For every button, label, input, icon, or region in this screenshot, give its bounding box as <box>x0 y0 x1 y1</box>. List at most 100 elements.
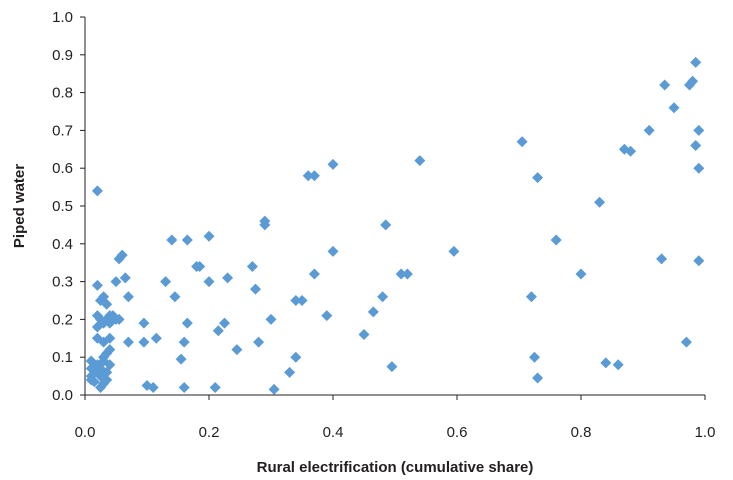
y-tick-label: 0.9 <box>52 47 73 64</box>
data-point <box>194 260 206 272</box>
data-point <box>414 155 426 167</box>
data-point <box>290 351 302 363</box>
data-point <box>327 158 339 170</box>
data-point <box>138 317 150 329</box>
y-tick-label: 0.7 <box>52 122 73 139</box>
data-point <box>104 344 116 356</box>
data-point <box>659 79 671 91</box>
y-tick-label: 0.4 <box>52 236 73 253</box>
data-point <box>656 253 668 265</box>
data-point <box>296 295 308 306</box>
data-point <box>116 249 128 261</box>
y-tick-label: 0.3 <box>52 274 73 291</box>
data-point <box>212 325 224 337</box>
data-point <box>680 336 692 348</box>
data-point <box>448 245 460 257</box>
data-point <box>575 268 587 280</box>
y-tick-label: 0.2 <box>52 311 73 328</box>
data-point <box>327 245 339 257</box>
data-point <box>91 321 103 333</box>
data-point <box>358 329 370 341</box>
y-tick-label: 1.0 <box>52 9 73 26</box>
data-point <box>91 185 103 197</box>
x-axis-title: Rural electrification (cumulative share) <box>257 459 534 476</box>
data-point <box>284 366 296 378</box>
data-point <box>259 219 271 231</box>
y-tick-label: 0.8 <box>52 85 73 102</box>
data-point <box>178 336 190 348</box>
data-point <box>219 317 230 329</box>
x-tick-label: 0.6 <box>447 424 468 441</box>
y-tick-label: 0.5 <box>52 198 73 215</box>
data-point <box>532 172 544 184</box>
data-point <box>110 276 122 288</box>
y-axis-ticks: 0.0 0.1 0.2 0.3 0.4 0.5 0.6 0.7 0.8 0.9 1.0 <box>52 9 85 404</box>
data-point <box>302 170 314 182</box>
data-point <box>178 381 190 393</box>
data-point <box>693 162 705 174</box>
data-point <box>380 219 392 231</box>
y-tick-label: 0.6 <box>52 160 73 177</box>
y-tick-label: 0.1 <box>52 349 73 366</box>
data-point <box>138 336 150 348</box>
data-point <box>268 383 280 395</box>
data-point <box>169 291 181 303</box>
data-point <box>250 283 261 295</box>
data-point <box>147 381 159 393</box>
data-point <box>367 306 379 318</box>
data-point <box>104 332 116 344</box>
data-point <box>160 276 172 288</box>
data-point <box>122 336 134 348</box>
data-point <box>253 336 265 348</box>
data-point <box>203 230 215 242</box>
data-point <box>308 268 320 280</box>
x-tick-label: 0.2 <box>199 424 220 441</box>
data-point <box>395 268 407 280</box>
y-tick-label: 0.0 <box>52 387 73 404</box>
data-point <box>122 291 134 303</box>
data-point <box>600 357 612 369</box>
data-point <box>308 170 320 182</box>
data-point <box>401 268 413 280</box>
data-point <box>668 102 680 114</box>
data-point <box>693 124 705 136</box>
x-tick-label: 0.0 <box>75 424 96 441</box>
y-axis-title: Piped water <box>11 164 28 248</box>
data-point <box>550 234 562 246</box>
data-point <box>231 344 243 356</box>
data-point <box>532 372 544 384</box>
data-point <box>290 295 302 306</box>
data-point <box>175 353 187 365</box>
data-point <box>386 361 398 373</box>
x-tick-label: 0.4 <box>323 424 344 441</box>
data-point <box>625 145 637 157</box>
x-tick-label: 1.0 <box>695 424 716 441</box>
data-point <box>516 136 528 148</box>
data-point <box>91 279 103 291</box>
data-point <box>246 260 258 272</box>
data-point <box>612 359 624 371</box>
data-point <box>113 313 125 325</box>
data-point <box>203 276 215 288</box>
data-point <box>101 298 113 310</box>
data-point <box>690 56 702 68</box>
data-point <box>88 376 100 388</box>
data-point <box>104 359 116 371</box>
data-point <box>594 196 606 208</box>
data-point <box>181 317 193 329</box>
data-point <box>166 234 178 246</box>
data-point <box>181 234 193 246</box>
data-point <box>222 272 234 284</box>
data-point <box>525 291 537 303</box>
data-points <box>85 56 705 395</box>
data-point <box>150 332 162 344</box>
data-point <box>529 351 540 363</box>
x-tick-label: 0.8 <box>571 424 592 441</box>
data-point <box>101 374 113 386</box>
data-point <box>119 272 131 284</box>
data-point <box>687 75 699 87</box>
data-point <box>321 310 333 322</box>
x-axis-ticks: 0.0 0.2 0.4 0.6 0.8 1.0 <box>75 395 716 441</box>
data-point <box>693 255 705 267</box>
